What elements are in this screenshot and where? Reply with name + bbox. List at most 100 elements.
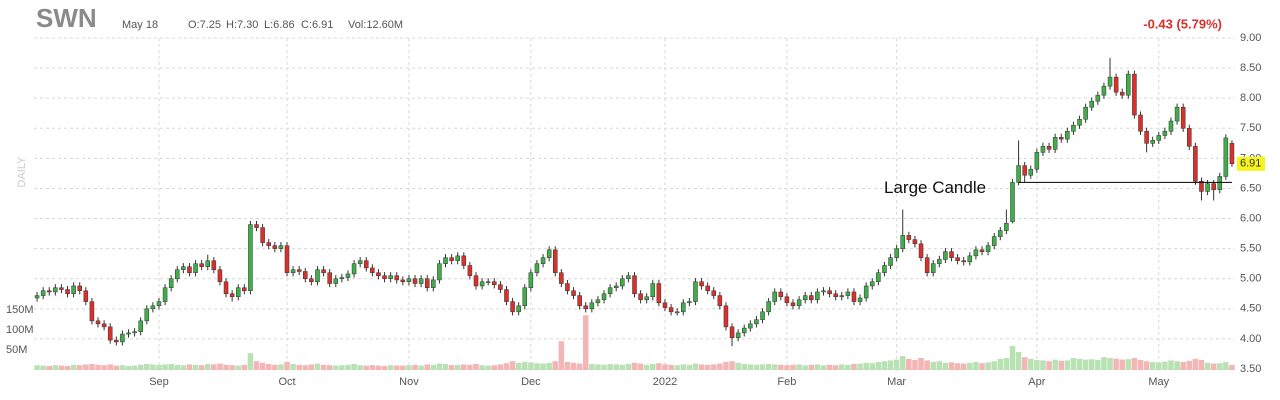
volume-bar (1015, 352, 1022, 370)
volume-bar (723, 362, 729, 370)
volume-bar (1204, 362, 1211, 370)
candle-body (918, 243, 924, 258)
candle-body (83, 290, 89, 302)
volume-bar (564, 362, 571, 370)
candle-body (894, 248, 899, 258)
candle-body (443, 257, 448, 264)
y-tick-label: 6.50 (1240, 182, 1261, 194)
volume-bar (345, 364, 351, 370)
candle-body (644, 296, 649, 301)
candle-body (77, 285, 82, 292)
volume-bar (1064, 360, 1071, 370)
volume-bar (771, 364, 778, 370)
candle-body (71, 285, 76, 295)
volume-bar (454, 364, 461, 370)
candle-body (1071, 125, 1076, 132)
candle-body (1205, 183, 1210, 192)
candle-body (126, 332, 131, 335)
y-tick-label: 4.50 (1240, 303, 1261, 315)
y-tick-label: 7.50 (1240, 122, 1261, 134)
candle-body (1016, 165, 1021, 183)
candle-body (1065, 131, 1070, 140)
volume-bar (680, 364, 687, 370)
x-tick-label: Oct (278, 376, 295, 388)
candle-body (1089, 100, 1094, 108)
candle-body (869, 281, 875, 287)
volume-bar (900, 356, 906, 370)
candle-body (815, 291, 820, 301)
candle-body (760, 311, 765, 320)
volume-bar (985, 362, 991, 370)
volume-bar (711, 364, 717, 370)
candle-body (540, 257, 546, 264)
volume-bar (308, 364, 315, 370)
candle-body (888, 257, 893, 266)
low: L:6.86 (264, 19, 295, 31)
volume-bar (406, 365, 412, 370)
candle-body (266, 242, 271, 246)
candle-body (766, 301, 771, 313)
candle-body (863, 285, 869, 299)
candle-body (693, 281, 698, 302)
volume-bar (1217, 363, 1223, 370)
volume-bar (424, 364, 430, 370)
candle-body (473, 275, 479, 287)
volume-bar (1034, 360, 1040, 370)
volume-bar (960, 363, 967, 370)
candle-body (242, 287, 247, 292)
grid (34, 37, 1235, 372)
volume-bar (125, 366, 132, 370)
volume-tick-label: 100M (6, 324, 34, 336)
candle-body (1058, 137, 1064, 140)
volume-bar (387, 365, 394, 370)
volume-bar (979, 363, 985, 370)
volume-bar (198, 365, 205, 370)
volume-bar (186, 364, 193, 370)
volume-bar (814, 364, 821, 370)
volume-bar (119, 365, 126, 370)
candle-body (175, 269, 180, 279)
candle-body (930, 263, 936, 273)
volume-bar (704, 364, 711, 370)
volume-bar (1003, 358, 1010, 370)
volume-bar (192, 364, 199, 370)
candle-body (949, 251, 954, 258)
candle-body (674, 311, 680, 314)
volume-bar (540, 363, 546, 370)
volume-bar (735, 362, 741, 370)
candle-body (199, 263, 204, 267)
volume-bar (272, 364, 278, 370)
candle-body (1193, 146, 1198, 182)
x-tick-label: Dec (521, 376, 541, 388)
volume-bar (1113, 358, 1119, 370)
volume-bar (826, 364, 833, 370)
volume-bar (881, 361, 888, 370)
volume-tick-label: 150M (6, 304, 34, 316)
candle-body (46, 290, 52, 293)
volume-bar (1229, 364, 1235, 370)
candle-body (254, 224, 259, 228)
candle-body (1052, 137, 1058, 150)
candle-body (571, 290, 576, 296)
candle-body (821, 290, 826, 293)
candle-body (754, 319, 759, 325)
y-tick-label: 8.00 (1240, 92, 1261, 104)
volume-bar (1107, 358, 1113, 370)
candle-body (620, 278, 625, 287)
x-tick-label: Feb (777, 376, 796, 388)
candle-body (1174, 106, 1180, 122)
volume-bar (1192, 358, 1199, 370)
candle-body (961, 260, 966, 263)
candle-body (1095, 94, 1101, 102)
volume-bar (808, 364, 815, 370)
volume-bar (131, 365, 138, 370)
candle-body (1150, 140, 1155, 144)
candle-body (59, 287, 64, 290)
volume-bar (113, 365, 120, 370)
candle-body (924, 257, 930, 273)
candle-body (339, 277, 345, 279)
volume-bar (692, 363, 699, 370)
volume-bar (296, 364, 302, 370)
candle-body (1010, 182, 1015, 222)
